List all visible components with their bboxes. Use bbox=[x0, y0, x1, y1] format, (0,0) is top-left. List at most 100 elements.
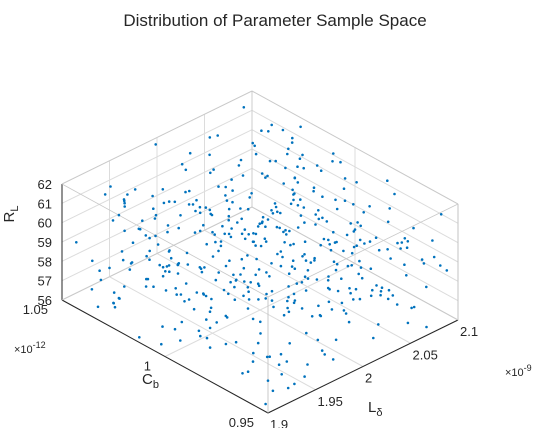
scatter-point bbox=[145, 254, 148, 258]
scatter-point bbox=[252, 232, 255, 235]
scatter-point bbox=[276, 252, 279, 256]
box-edge bbox=[61, 183, 269, 298]
scatter-point bbox=[330, 308, 334, 311]
scatter-point bbox=[187, 203, 191, 206]
scatter-point bbox=[313, 259, 316, 262]
scatter-point bbox=[325, 220, 329, 223]
scatter-point bbox=[255, 257, 258, 261]
scatter-point bbox=[230, 227, 233, 230]
scatter-point bbox=[332, 260, 336, 264]
scatter-point bbox=[380, 286, 384, 290]
scatter-point bbox=[236, 221, 239, 224]
scatter-point bbox=[141, 219, 144, 222]
box-edge bbox=[267, 203, 459, 298]
scatter-point bbox=[350, 264, 354, 267]
scatter-point bbox=[306, 277, 310, 280]
scatter-point bbox=[112, 301, 115, 305]
scatter-point bbox=[369, 294, 373, 298]
sidewall-grid-z bbox=[251, 187, 459, 302]
scatter-point bbox=[215, 321, 218, 324]
scatter-point bbox=[216, 134, 219, 137]
scatter-point bbox=[144, 285, 148, 288]
scatter-point bbox=[386, 179, 389, 182]
scatter-point bbox=[239, 273, 242, 276]
scatter-point bbox=[279, 211, 282, 215]
scatter-point bbox=[403, 237, 407, 240]
scatter-point bbox=[194, 209, 197, 213]
scatter-point bbox=[158, 263, 161, 267]
scatter-point bbox=[246, 370, 250, 374]
scatter-point bbox=[203, 266, 206, 269]
scatter-point bbox=[137, 227, 141, 231]
scatter-point bbox=[184, 168, 188, 172]
scatter-point bbox=[319, 314, 323, 318]
scatter-point bbox=[261, 215, 265, 219]
scatter-point bbox=[303, 221, 306, 224]
scatter-point bbox=[154, 213, 158, 217]
x-exponent-label: ×10-9 bbox=[505, 363, 532, 379]
scatter-point bbox=[173, 327, 177, 331]
scatter-point bbox=[128, 268, 132, 271]
y-tick-label: 0.95 bbox=[229, 415, 254, 428]
scatter-point bbox=[425, 325, 428, 329]
x-axis-label: Lδ bbox=[368, 399, 382, 419]
scatter-point bbox=[200, 270, 204, 274]
scatter-point bbox=[129, 262, 133, 265]
scatter-point bbox=[360, 276, 364, 280]
scatter-point bbox=[213, 233, 216, 236]
scatter-point bbox=[353, 228, 357, 231]
scatter-point bbox=[368, 240, 372, 243]
z-tick-label: 61 bbox=[38, 196, 52, 211]
scatter-point bbox=[327, 275, 330, 278]
scatter-point bbox=[208, 208, 212, 212]
scatter-point bbox=[321, 195, 324, 198]
scatter-point bbox=[352, 245, 356, 249]
scatter-point bbox=[254, 232, 258, 236]
scatter-point bbox=[309, 261, 313, 264]
scatter-point bbox=[91, 259, 94, 263]
scatter-point bbox=[286, 152, 289, 156]
scatter-point bbox=[230, 178, 233, 181]
scatter-point bbox=[167, 200, 171, 203]
scatter-point bbox=[355, 244, 359, 247]
scatter-point bbox=[377, 248, 381, 252]
scatter-point bbox=[154, 234, 157, 238]
scatter-point bbox=[175, 293, 178, 296]
scatter-point bbox=[113, 305, 117, 309]
scatter-point bbox=[391, 294, 395, 297]
scatter-point bbox=[184, 190, 187, 194]
scatter-point bbox=[123, 285, 126, 288]
scatter-point bbox=[386, 297, 390, 301]
scatter-point bbox=[425, 285, 428, 289]
scatter-point bbox=[264, 225, 267, 228]
scatter-point bbox=[185, 251, 189, 255]
box-edge bbox=[61, 206, 253, 301]
scatter-point bbox=[321, 216, 324, 220]
scatter-point bbox=[328, 288, 331, 291]
scatter-point bbox=[243, 237, 247, 241]
scatter-point bbox=[293, 267, 297, 271]
scatter-point bbox=[266, 218, 270, 221]
scatter-point bbox=[168, 249, 171, 252]
scatter-point bbox=[355, 181, 358, 184]
scatter-point bbox=[166, 224, 170, 227]
scatter-point bbox=[354, 287, 358, 291]
scatter-point bbox=[246, 307, 250, 310]
z-tick-label: 62 bbox=[38, 177, 52, 192]
scatter-point bbox=[232, 273, 235, 277]
z-tick-label: 60 bbox=[38, 216, 52, 231]
scatter-point bbox=[246, 254, 249, 257]
scatter-point bbox=[284, 166, 287, 170]
scatter-point bbox=[266, 174, 269, 178]
scatter-point bbox=[270, 262, 273, 265]
scatter-point bbox=[209, 171, 212, 175]
scatter-point bbox=[204, 294, 208, 298]
scatter-point bbox=[123, 201, 126, 205]
scatter-point bbox=[271, 212, 275, 215]
scatter-point bbox=[202, 223, 205, 227]
scatter-point bbox=[400, 241, 404, 244]
scatter-point bbox=[237, 164, 241, 167]
scatter-point bbox=[251, 360, 255, 363]
x-tick-label: 1.95 bbox=[318, 394, 343, 409]
scatter-point bbox=[295, 282, 299, 285]
